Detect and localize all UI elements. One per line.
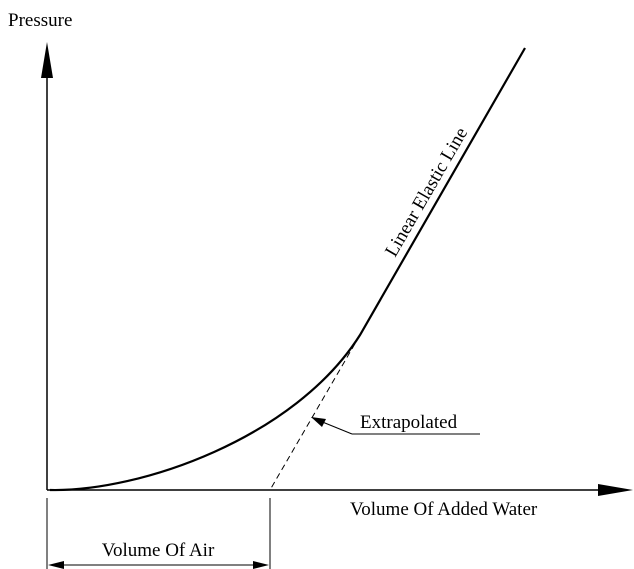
- air-label: Volume Of Air: [102, 540, 215, 561]
- leader-arrowhead: [311, 417, 326, 427]
- x-arrowhead: [598, 484, 633, 496]
- dimension-arrow-left: [48, 561, 64, 569]
- x-axis-label: Volume Of Added Water: [350, 499, 538, 520]
- y-axis-label: Pressure: [8, 10, 72, 31]
- pressure-curve: [49, 47, 526, 492]
- extrapolated-label: Extrapolated: [360, 412, 458, 433]
- dimension-arrow-right: [253, 561, 269, 569]
- linear-elastic-label: Linear Elastic Line: [381, 124, 472, 261]
- y-arrowhead: [41, 42, 53, 78]
- leader-line: [319, 420, 353, 435]
